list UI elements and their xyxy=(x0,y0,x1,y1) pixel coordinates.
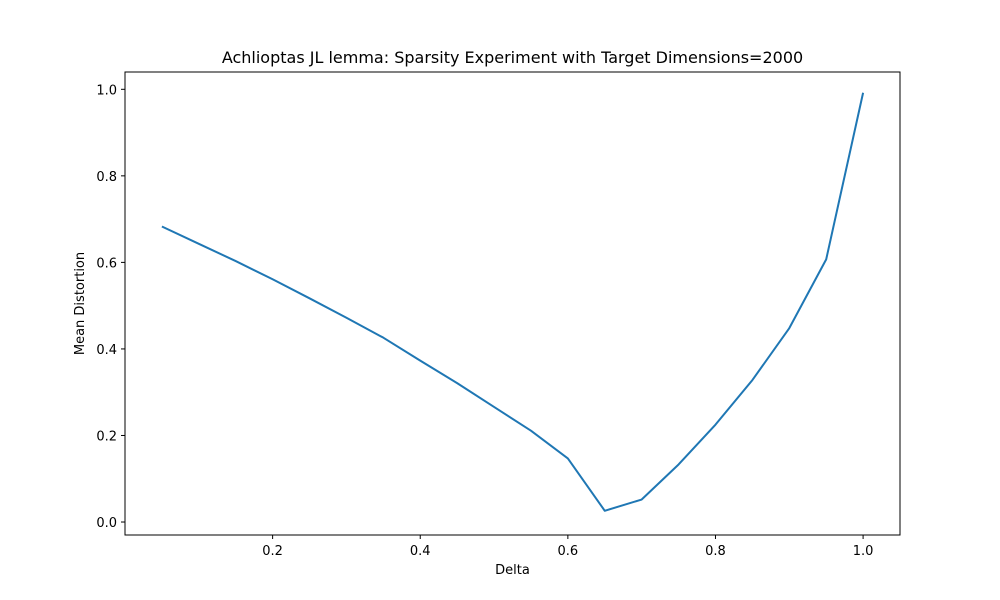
y-tick-label: 0.4 xyxy=(96,343,117,358)
y-tick-label: 0.6 xyxy=(96,256,117,271)
x-ticks: 0.2 0.4 0.6 0.8 1.0 xyxy=(262,535,873,559)
series-line xyxy=(161,92,865,512)
series-layer xyxy=(161,92,865,512)
y-tick-label: 0.0 xyxy=(96,516,117,531)
x-tick-label: 1.0 xyxy=(853,544,874,559)
x-tick-label: 0.4 xyxy=(410,544,431,559)
y-ticks: 0.0 0.2 0.4 0.6 0.8 1.0 xyxy=(96,83,125,531)
x-axis-label: Delta xyxy=(495,563,530,578)
x-tick-label: 0.8 xyxy=(705,544,726,559)
x-tick-label: 0.6 xyxy=(558,544,579,559)
chart-title: Achlioptas JL lemma: Sparsity Experiment… xyxy=(222,48,803,67)
y-tick-label: 0.2 xyxy=(96,429,117,444)
x-tick-label: 0.2 xyxy=(262,544,283,559)
y-tick-label: 0.8 xyxy=(96,170,117,185)
plot-area xyxy=(125,72,900,535)
plot-frame xyxy=(124,71,901,536)
y-axis-label: Mean Distortion xyxy=(73,252,88,355)
y-tick-label: 1.0 xyxy=(96,83,117,98)
